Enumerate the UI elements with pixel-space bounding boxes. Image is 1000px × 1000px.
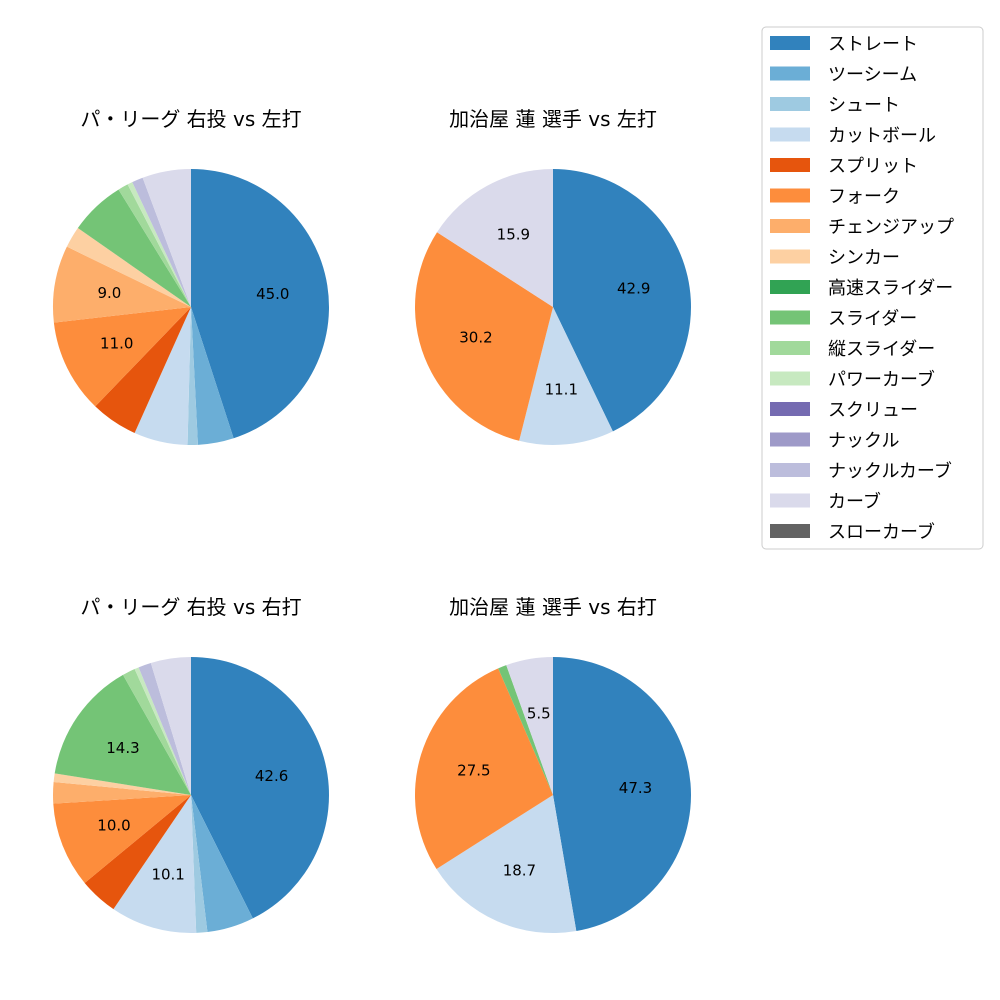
pie-slice — [113, 795, 197, 933]
legend-swatch — [770, 493, 810, 508]
legend-swatch — [770, 158, 810, 172]
legend-label: ナックル — [828, 431, 899, 452]
pie-slice — [134, 667, 191, 795]
pie-slice — [66, 228, 191, 307]
legend-swatch — [770, 36, 810, 50]
legend-label: スローカーブ — [828, 521, 935, 543]
pie-slice — [414, 232, 553, 441]
legend-label: ナックルカーブ — [828, 460, 952, 482]
legend-swatch — [770, 188, 810, 203]
pie-slice — [123, 669, 191, 795]
pie-slice — [191, 795, 208, 933]
pie-slice — [414, 668, 553, 869]
pie-slice — [52, 246, 191, 323]
legend-label: ストレート — [828, 34, 918, 55]
slice-label: 5.5 — [527, 704, 551, 722]
legend-swatch — [770, 249, 810, 264]
legend-swatch — [770, 219, 810, 233]
pie-slice — [498, 665, 553, 795]
slice-label: 42.9 — [617, 280, 650, 298]
pie-slice — [84, 795, 191, 910]
pie-slice — [53, 307, 191, 407]
pie-slice — [127, 182, 191, 307]
pie-slice — [506, 657, 553, 795]
legend-label: スライダー — [828, 309, 917, 330]
pie-slice — [191, 657, 329, 919]
legend-label: スプリット — [828, 156, 918, 177]
pie-slice — [191, 169, 329, 439]
slice-label: 45.0 — [256, 285, 289, 303]
legend-swatch — [770, 310, 810, 325]
legend-label: カットボール — [828, 126, 936, 147]
pie-slice — [134, 307, 191, 445]
legend-swatch — [770, 97, 810, 111]
slice-label: 10.1 — [151, 866, 184, 884]
legend-label: シュート — [828, 95, 900, 116]
pie-title: パ・リーグ 右投 vs 右打 — [80, 595, 301, 619]
pie-slice — [118, 184, 191, 307]
legend-swatch — [770, 402, 810, 416]
legend-label: チェンジアップ — [828, 217, 954, 238]
pie-slice — [77, 189, 191, 307]
slice-label: 11.1 — [545, 380, 578, 398]
pie-slice — [553, 657, 692, 932]
legend-swatch — [770, 463, 810, 477]
pie-slice — [138, 662, 191, 795]
slice-label: 42.6 — [255, 767, 288, 785]
legend-swatch — [770, 280, 810, 294]
legend-swatch — [770, 371, 810, 386]
slice-label: 15.9 — [497, 225, 530, 243]
slice-label: 27.5 — [457, 762, 490, 780]
slice-label: 9.0 — [97, 284, 121, 302]
legend-swatch — [770, 432, 810, 447]
pie-slice — [553, 169, 692, 432]
slice-label: 11.0 — [100, 335, 133, 353]
pie-title: 加治屋 蓮 選手 vs 右打 — [449, 595, 657, 619]
pie-slice — [132, 177, 191, 307]
legend-label: パワーカーブ — [828, 369, 935, 391]
pie-slice — [150, 657, 191, 795]
pie-slice — [436, 795, 577, 933]
pie-slice — [191, 307, 234, 445]
pie-slice — [142, 169, 191, 307]
slice-label: 18.7 — [503, 862, 536, 880]
pie-slice — [437, 169, 553, 307]
legend-label: シンカー — [828, 248, 900, 269]
slice-label: 14.3 — [106, 739, 139, 757]
legend-swatch — [770, 127, 810, 142]
pie-title: パ・リーグ 右投 vs 左打 — [80, 107, 301, 131]
legend-label: ツーシーム — [828, 65, 917, 86]
pie-title: 加治屋 蓮 選手 vs 左打 — [449, 107, 657, 131]
pie-slice — [187, 307, 198, 445]
slice-label: 47.3 — [619, 779, 652, 797]
pie-slice — [52, 782, 191, 804]
legend — [761, 26, 984, 550]
pie-slice — [54, 674, 192, 795]
pie-slice — [191, 795, 253, 933]
legend-label: 高速スライダー — [828, 278, 953, 299]
legend-swatch — [770, 524, 810, 538]
legend-label: カーブ — [828, 491, 881, 513]
pie-slice — [519, 307, 613, 445]
legend-label: フォーク — [828, 187, 900, 208]
legend-swatch — [770, 66, 810, 81]
legend-label: スクリュー — [828, 400, 918, 421]
legend-swatch — [770, 341, 810, 355]
slice-label: 10.0 — [97, 816, 130, 834]
slice-label: 30.2 — [459, 328, 492, 346]
pie-slice — [53, 773, 191, 795]
pie-slice — [95, 307, 191, 433]
legend-label: 縦スライダー — [828, 339, 935, 360]
pie-slice — [53, 795, 192, 883]
